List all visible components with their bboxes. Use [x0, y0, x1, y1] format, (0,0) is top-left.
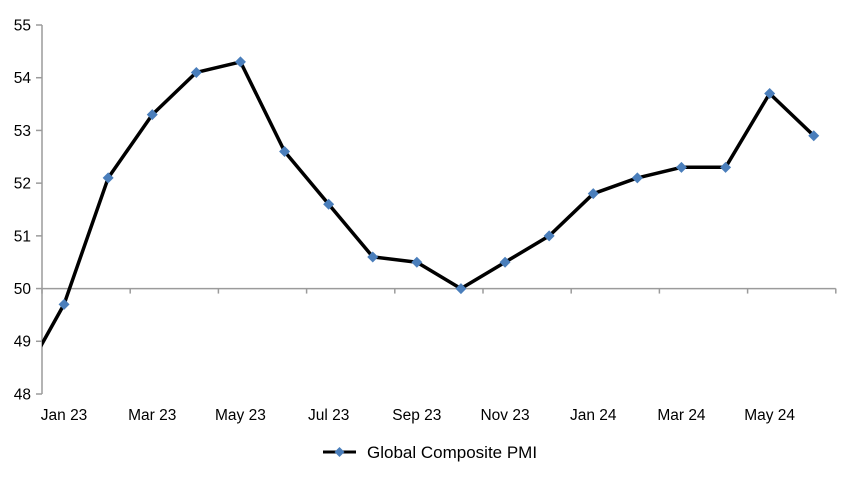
- data-point-marker: [234, 56, 246, 68]
- x-tick-label: Mar 23: [128, 407, 176, 424]
- data-point-marker: [631, 172, 643, 184]
- series-global-composite-pmi: [42, 56, 820, 348]
- data-point-marker: [411, 256, 423, 268]
- y-tick-label: 49: [14, 334, 31, 351]
- x-tick-label: May 23: [215, 407, 266, 424]
- data-point-marker: [323, 198, 335, 210]
- legend-diamond-marker-icon: [334, 447, 345, 457]
- x-tick-label: Jan 24: [570, 407, 617, 424]
- x-tick-label: May 24: [744, 407, 795, 424]
- y-tick-label: 54: [14, 70, 32, 87]
- y-tick-label: 51: [14, 228, 31, 245]
- data-point-marker: [190, 66, 202, 78]
- y-tick-label: 48: [14, 386, 31, 403]
- x-tick-label: Jan 23: [41, 407, 88, 424]
- data-point-marker: [102, 172, 114, 184]
- data-point-marker: [367, 251, 379, 263]
- data-point-marker: [279, 146, 291, 158]
- y-axis: 55 54 53 52 51 50 49 48: [14, 17, 43, 403]
- y-tick-label: 52: [14, 176, 31, 193]
- pmi-line: [42, 60, 816, 348]
- y-tick-label: 55: [14, 17, 31, 34]
- data-point-marker: [720, 161, 732, 173]
- y-tick-label: 50: [14, 281, 32, 298]
- data-point-marker: [764, 88, 776, 100]
- data-point-marker: [58, 298, 70, 310]
- legend: Global Composite PMI: [323, 443, 537, 462]
- data-point-marker: [587, 188, 599, 200]
- data-point-marker: [455, 283, 467, 295]
- y-tick-label: 53: [14, 123, 31, 140]
- data-point-marker: [675, 161, 687, 173]
- x-axis: Jan 23 Mar 23 May 23 Jul 23 Sep 23 Nov 23 Jan …: [41, 287, 837, 424]
- x-tick-label: Sep 23: [392, 407, 441, 424]
- data-point-marker: [808, 130, 820, 142]
- x-tick-label: Jul 23: [308, 407, 349, 424]
- data-point-marker: [146, 109, 158, 121]
- x-tick-label: Nov 23: [480, 407, 529, 424]
- x-tick-label: Mar 24: [657, 407, 706, 424]
- data-point-marker: [543, 230, 555, 242]
- data-point-marker: [499, 256, 511, 268]
- legend-label: Global Composite PMI: [367, 443, 537, 462]
